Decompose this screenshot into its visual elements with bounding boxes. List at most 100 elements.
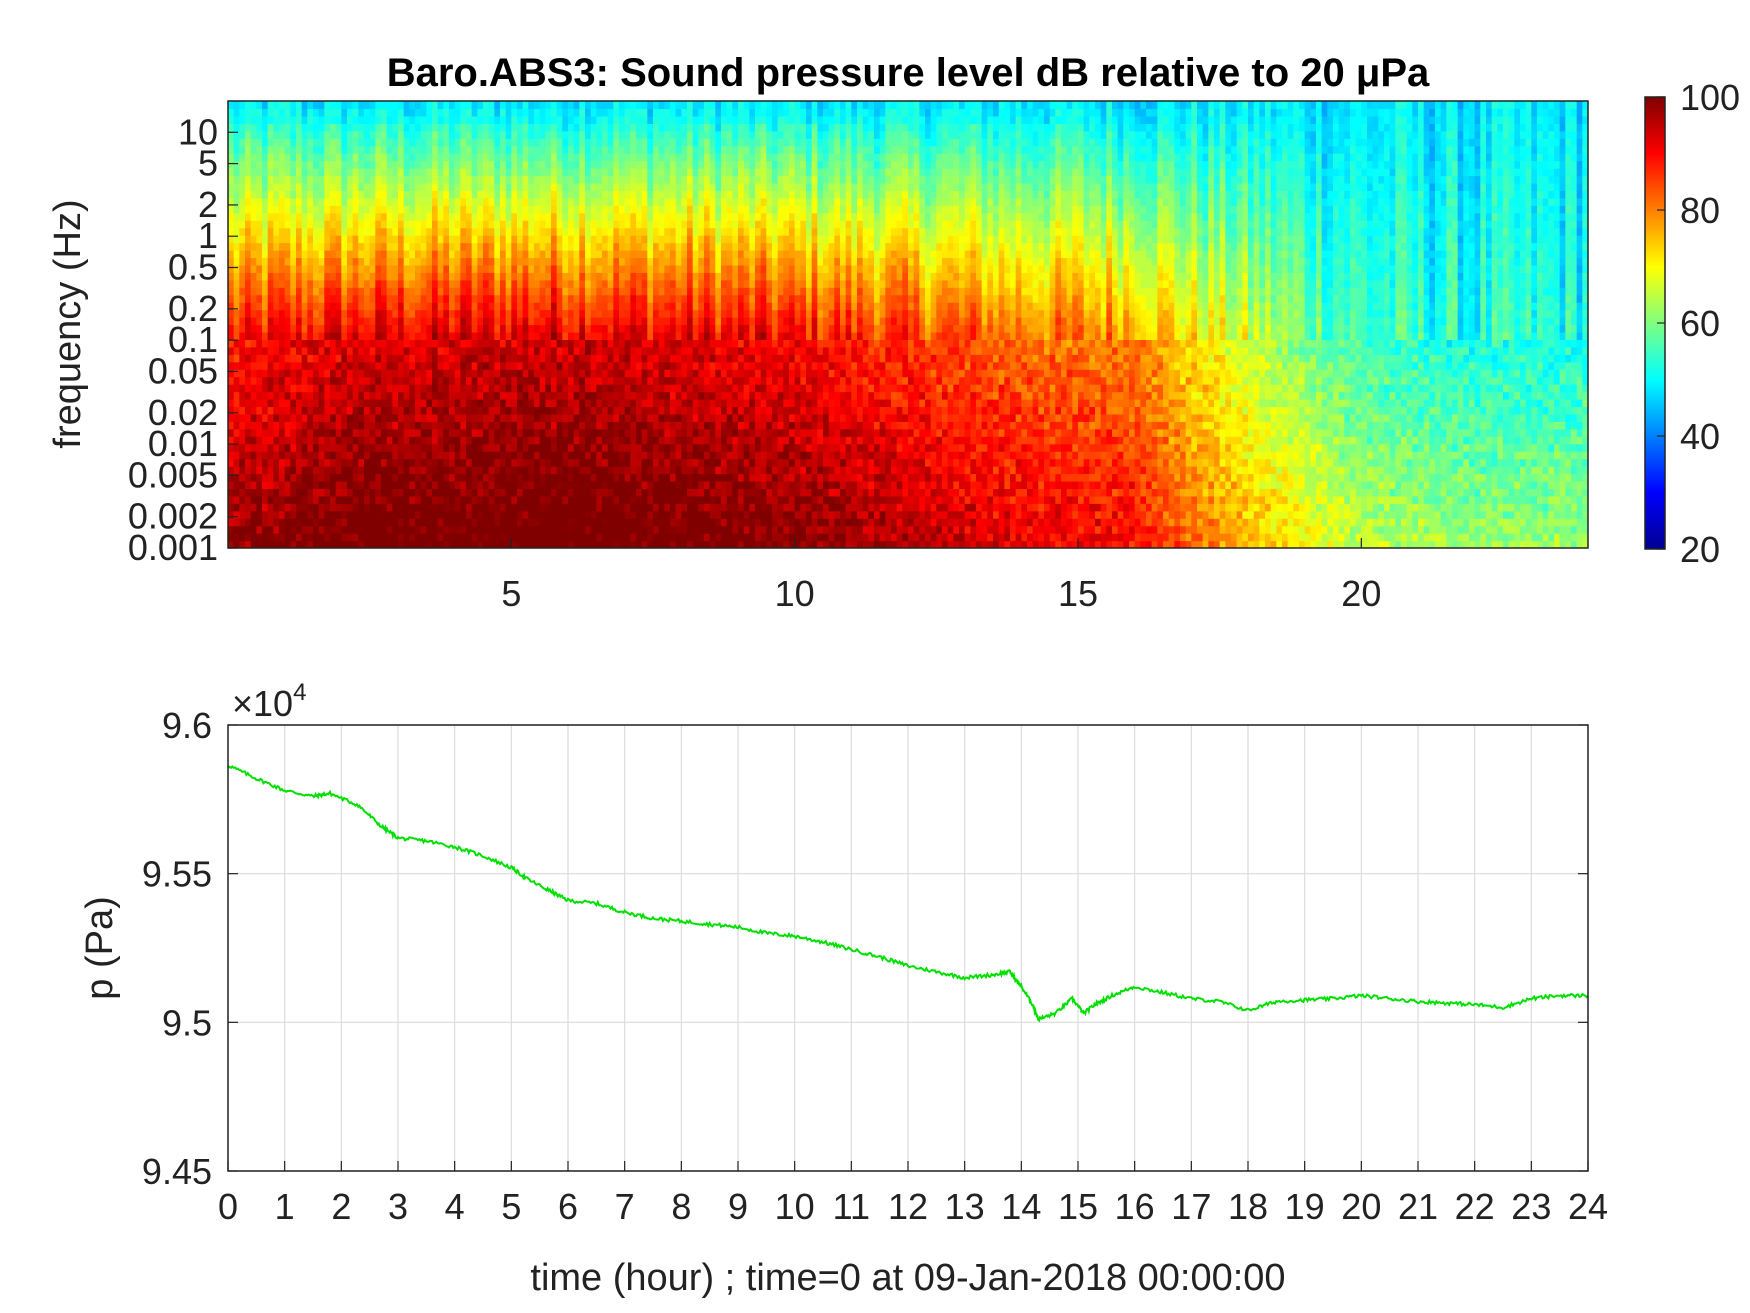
heatmap-cell — [681, 413, 688, 422]
heatmap-cell — [454, 503, 461, 512]
heatmap-cell — [245, 413, 252, 422]
heatmap-cell — [670, 145, 677, 154]
heatmap-cell — [585, 123, 592, 132]
heatmap-cell — [239, 525, 246, 534]
heatmap-cell — [301, 518, 308, 527]
heatmap-cell — [318, 518, 325, 527]
heatmap-cell — [284, 413, 291, 422]
heatmap-cell — [347, 510, 354, 519]
heatmap-cell — [534, 101, 541, 110]
heatmap-cell — [636, 399, 643, 408]
heatmap-cell — [301, 115, 308, 124]
heatmap-cell — [613, 160, 620, 169]
heatmap-cell — [636, 428, 643, 437]
heatmap-cell — [528, 324, 535, 333]
heatmap-cell — [641, 153, 648, 162]
heatmap-cell — [250, 436, 257, 445]
heatmap-cell — [250, 257, 257, 266]
heatmap-cell — [426, 384, 433, 393]
heatmap-cell — [466, 190, 473, 199]
heatmap-cell — [250, 160, 257, 169]
heatmap-cell — [279, 533, 286, 542]
heatmap-cell — [273, 190, 280, 199]
heatmap-cell — [517, 346, 524, 355]
heatmap-cell — [273, 250, 280, 259]
heatmap-cell — [273, 421, 280, 430]
heatmap-cell — [415, 406, 422, 415]
heatmap-cell — [602, 421, 609, 430]
heatmap-cell — [284, 264, 291, 273]
heatmap-cell — [687, 503, 694, 512]
heatmap-cell — [511, 242, 518, 251]
heatmap-cell — [233, 391, 240, 400]
heatmap-cell — [290, 272, 297, 281]
heatmap-cell — [619, 510, 626, 519]
heatmap-cell — [398, 220, 405, 229]
heatmap-cell — [511, 510, 518, 519]
heatmap-cell — [477, 317, 484, 326]
heatmap-cell — [602, 108, 609, 117]
heatmap-cell — [313, 451, 320, 460]
heatmap-cell — [511, 503, 518, 512]
heatmap-cell — [386, 369, 393, 378]
heatmap-cell — [262, 466, 269, 475]
heatmap-cell — [437, 458, 444, 467]
heatmap-cell — [313, 212, 320, 221]
heatmap-cell — [494, 175, 501, 184]
heatmap-cell — [250, 197, 257, 206]
heatmap-cell — [358, 510, 365, 519]
heatmap-cell — [658, 175, 665, 184]
heatmap-cell — [403, 331, 410, 340]
heatmap-cell — [267, 264, 274, 273]
heatmap-cell — [517, 145, 524, 154]
heatmap-cell — [494, 108, 501, 117]
heatmap-cell — [364, 175, 371, 184]
heatmap-cell — [426, 264, 433, 273]
heatmap-cell — [256, 168, 263, 177]
heatmap-cell — [488, 346, 495, 355]
heatmap-cell — [511, 443, 518, 452]
heatmap-cell — [619, 197, 626, 206]
heatmap-cell — [364, 346, 371, 355]
heatmap-cell — [675, 250, 682, 259]
heatmap-cell — [290, 264, 297, 273]
heatmap-cell — [250, 518, 257, 527]
heatmap-cell — [534, 153, 541, 162]
heatmap-cell — [658, 495, 665, 504]
heatmap-cell — [352, 495, 359, 504]
heatmap-cell — [545, 227, 552, 236]
heatmap-cell — [432, 488, 439, 497]
heatmap-cell — [630, 413, 637, 422]
heatmap-cell — [335, 458, 342, 467]
heatmap-cell — [579, 153, 586, 162]
heatmap-cell — [551, 384, 558, 393]
heatmap-cell — [369, 473, 376, 482]
heatmap-cell — [279, 354, 286, 363]
heatmap-cell — [273, 503, 280, 512]
heatmap-cell — [607, 413, 614, 422]
heatmap-cell — [290, 250, 297, 259]
heatmap-cell — [556, 391, 563, 400]
heatmap-cell — [675, 212, 682, 221]
heatmap-cell — [279, 235, 286, 244]
heatmap-cell — [647, 101, 654, 110]
heatmap-cell — [341, 317, 348, 326]
heatmap-cell — [341, 428, 348, 437]
heatmap-cell — [483, 257, 490, 266]
heatmap-cell — [358, 324, 365, 333]
heatmap-cell — [415, 540, 422, 548]
heatmap-cell — [341, 503, 348, 512]
heatmap-cell — [256, 458, 263, 467]
heatmap-cell — [562, 115, 569, 124]
heatmap-cell — [483, 339, 490, 348]
heatmap-cell — [573, 369, 580, 378]
heatmap-cell — [477, 138, 484, 147]
heatmap-cell — [426, 331, 433, 340]
heatmap-cell — [279, 428, 286, 437]
heatmap-cell — [432, 190, 439, 199]
heatmap-cell — [364, 339, 371, 348]
heatmap-cell — [511, 138, 518, 147]
heatmap-cell — [324, 182, 331, 191]
heatmap-cell — [653, 115, 660, 124]
heatmap-cell — [466, 331, 473, 340]
